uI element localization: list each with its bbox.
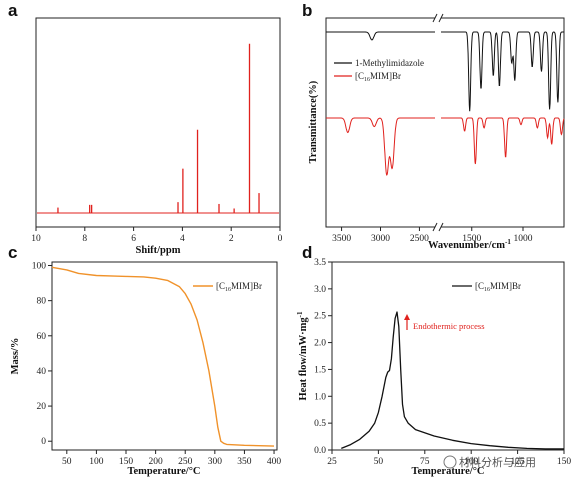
panel-d-frame xyxy=(331,261,565,451)
y-tick-label: 1.5 xyxy=(314,365,326,375)
axis-break-top-gap xyxy=(435,15,441,21)
y-tick-label: 2.5 xyxy=(314,312,326,322)
x-tick-label: 50 xyxy=(374,457,384,467)
x-tick-label: 50 xyxy=(62,457,72,467)
ftir-series-c16mimbr xyxy=(326,117,435,176)
watermark-logo-icon xyxy=(443,455,457,469)
x-tick-label: 125 xyxy=(510,457,525,467)
x-tick-label: 100 xyxy=(89,457,104,467)
panel-d-dsc-chart: Heat flow/mW·mg-1 Temperature/°C [C16MIM… xyxy=(296,258,571,477)
y-tick-label: 3.5 xyxy=(314,258,326,268)
x-tick-label: 2500 xyxy=(410,234,429,244)
panel-b-ylabel: Transmittance(%) xyxy=(308,80,319,163)
ftir-series-methylimidazole xyxy=(326,31,435,41)
x-tick-label: 75 xyxy=(420,457,430,467)
watermark: 材料分析与应用 xyxy=(443,455,536,469)
x-tick-label: 4 xyxy=(180,234,185,244)
x-tick-label: 1000 xyxy=(514,234,533,244)
x-tick-label: 150 xyxy=(557,457,572,467)
x-tick-label: 200 xyxy=(148,457,163,467)
panel-c-frame xyxy=(51,261,278,451)
panel-c-xlabel: Temperature/°C xyxy=(127,466,200,477)
panel-c-letter: c xyxy=(8,243,17,262)
legend-label-c16mimbr: [C16MIM]Br xyxy=(355,71,401,83)
y-tick-label: 20 xyxy=(37,402,47,412)
panel-b-letter: b xyxy=(302,1,312,20)
tga-series-c16mimbr xyxy=(51,266,275,447)
legend-label-methylimidazole: 1-Methylimidazole xyxy=(355,58,424,68)
y-tick-label: 1.0 xyxy=(314,392,326,402)
ftir-series-methylimidazole xyxy=(441,31,564,112)
axis-break-mark xyxy=(432,13,438,23)
axis-break-mark xyxy=(438,222,444,232)
x-tick-label: 3000 xyxy=(371,234,390,244)
ftir-series-c16mimbr xyxy=(441,117,565,165)
dsc-series-c16mimbr xyxy=(341,311,564,450)
axis-break-mark xyxy=(432,222,438,232)
panel-b-frame xyxy=(325,17,565,228)
x-tick-label: 25 xyxy=(327,457,337,467)
watermark-text: 材料分析与应用 xyxy=(459,455,536,469)
x-tick-label: 10 xyxy=(31,234,41,244)
panel-d-ylabel: Heat flow/mW·mg-1 xyxy=(296,311,309,400)
panel-c-ylabel: Mass/% xyxy=(10,338,21,375)
legend-label-c16mimbr-tga: [C16MIM]Br xyxy=(216,281,262,293)
x-tick-label: 2 xyxy=(229,234,234,244)
panel-c-tga-chart: Mass/% Temperature/°C [C16MIM]Br 50 100 15… xyxy=(10,261,282,477)
x-tick-label: 400 xyxy=(267,457,282,467)
y-tick-label: 100 xyxy=(32,262,47,272)
panel-a-letter: a xyxy=(8,1,18,20)
x-tick-label: 350 xyxy=(237,457,252,467)
endothermic-arrow-icon xyxy=(404,314,410,320)
x-tick-label: 300 xyxy=(208,457,223,467)
x-tick-label: 6 xyxy=(131,234,136,244)
y-tick-label: 0.0 xyxy=(314,446,326,456)
axis-break-bottom-gap xyxy=(435,224,441,230)
x-tick-label: 100 xyxy=(464,457,479,467)
endothermic-annotation: Endothermic process xyxy=(413,321,485,331)
x-tick-label: 250 xyxy=(178,457,193,467)
y-tick-label: 60 xyxy=(37,332,47,342)
panel-b-xlabel: Wavenumber/cm-1 xyxy=(428,238,511,251)
x-tick-label: 1500 xyxy=(462,234,481,244)
x-tick-label: 150 xyxy=(119,457,134,467)
panel-d-letter: d xyxy=(302,243,312,262)
y-tick-label: 3.0 xyxy=(314,285,326,295)
x-tick-label: 0 xyxy=(278,234,283,244)
y-tick-label: 0.5 xyxy=(314,419,326,429)
axis-break-mark xyxy=(438,13,444,23)
y-tick-label: 2.0 xyxy=(314,339,326,349)
panel-d-xlabel: Temperature/°C xyxy=(411,466,484,477)
panel-a-frame xyxy=(35,17,281,228)
legend-label-c16mimbr-dsc: [C16MIM]Br xyxy=(475,281,521,293)
y-tick-label: 0 xyxy=(41,437,46,447)
panel-a-nmr-chart: Shift/ppm 10 8 6 4 2 0 xyxy=(31,17,283,256)
y-tick-label: 80 xyxy=(37,297,47,307)
y-tick-label: 40 xyxy=(37,367,47,377)
x-tick-label: 8 xyxy=(82,234,87,244)
panel-a-xlabel: Shift/ppm xyxy=(136,245,181,256)
x-tick-label: 3500 xyxy=(332,234,351,244)
panel-b-ftir-chart: Transmittance(%) Wavenumber/cm-1 1-Methy… xyxy=(308,13,565,251)
